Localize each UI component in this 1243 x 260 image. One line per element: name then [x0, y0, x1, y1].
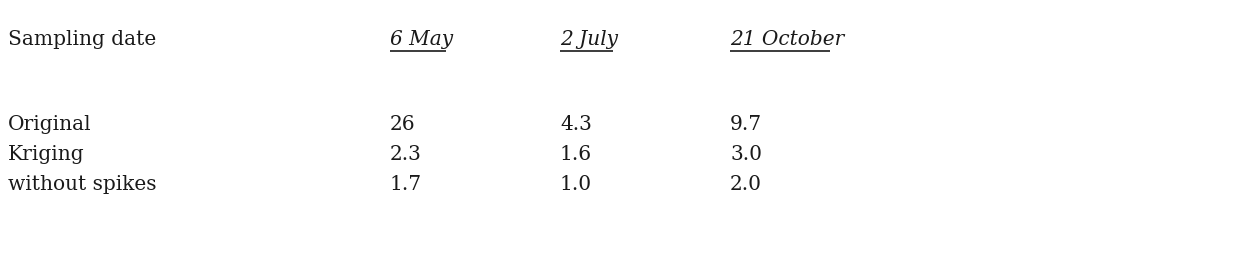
- Text: 2.0: 2.0: [730, 175, 762, 194]
- Text: without spikes: without spikes: [7, 175, 157, 194]
- Text: 26: 26: [390, 115, 415, 134]
- Text: Kriging: Kriging: [7, 145, 85, 164]
- Text: 6 May: 6 May: [390, 30, 454, 49]
- Text: 1.6: 1.6: [561, 145, 592, 164]
- Text: 2 July: 2 July: [561, 30, 618, 49]
- Text: 1.7: 1.7: [390, 175, 423, 194]
- Text: Sampling date: Sampling date: [7, 30, 157, 49]
- Text: 3.0: 3.0: [730, 145, 762, 164]
- Text: 1.0: 1.0: [561, 175, 592, 194]
- Text: Original: Original: [7, 115, 92, 134]
- Text: 9.7: 9.7: [730, 115, 762, 134]
- Text: 4.3: 4.3: [561, 115, 592, 134]
- Text: 2.3: 2.3: [390, 145, 421, 164]
- Text: 21 October: 21 October: [730, 30, 844, 49]
